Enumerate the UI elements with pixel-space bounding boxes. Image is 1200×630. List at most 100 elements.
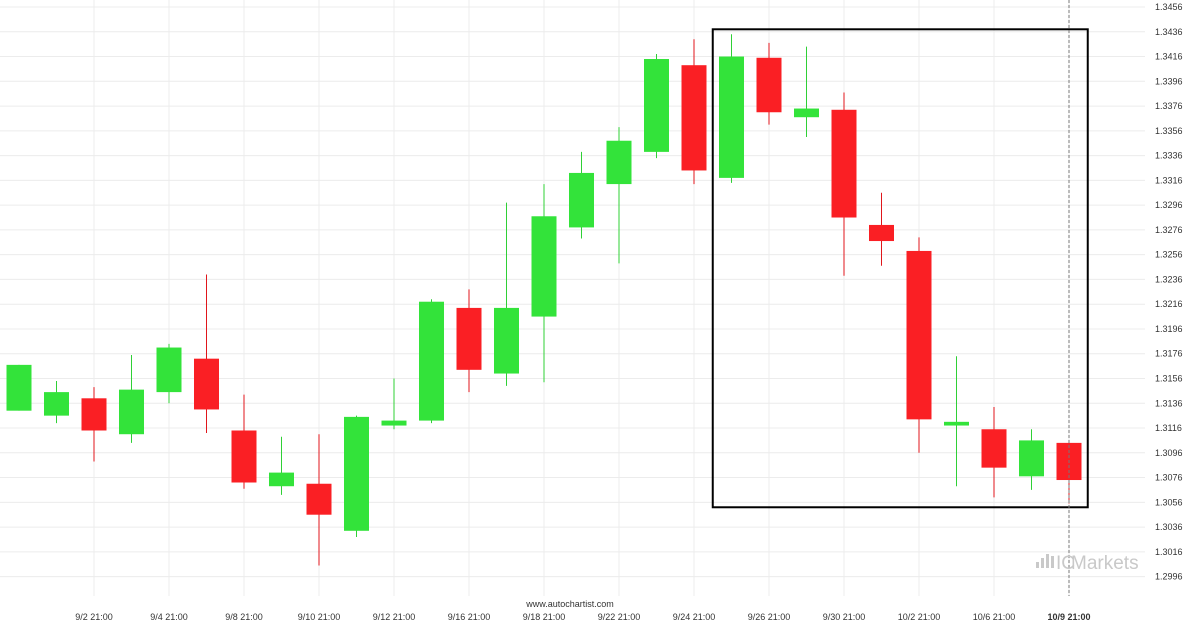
x-tick-label: 9/8 21:00 bbox=[225, 612, 263, 622]
candle-body bbox=[531, 216, 557, 317]
candle-body bbox=[1019, 440, 1044, 477]
candle-bearish bbox=[831, 92, 857, 276]
annotations bbox=[711, 0, 1089, 596]
candle-bullish bbox=[344, 415, 369, 537]
candle-body bbox=[869, 224, 894, 242]
x-tick-label: 9/22 21:00 bbox=[598, 612, 641, 622]
x-tick-label: 9/26 21:00 bbox=[748, 612, 791, 622]
pattern-box bbox=[711, 28, 1089, 509]
x-tick-label: 9/4 21:00 bbox=[150, 612, 188, 622]
y-tick-label: 1.3336 bbox=[1155, 151, 1183, 161]
candle-body bbox=[231, 430, 257, 483]
y-tick-label: 1.3236 bbox=[1155, 274, 1183, 284]
candle-body bbox=[194, 358, 219, 410]
y-tick-label: 1.2996 bbox=[1155, 572, 1183, 582]
y-tick-label: 1.3036 bbox=[1155, 522, 1183, 532]
x-tick-label: 9/24 21:00 bbox=[673, 612, 716, 622]
candle-bullish bbox=[719, 34, 744, 183]
candle-bullish bbox=[1019, 429, 1044, 490]
candle-body bbox=[344, 416, 369, 531]
candle-bullish bbox=[156, 343, 182, 404]
y-tick-label: 1.3376 bbox=[1155, 101, 1183, 111]
candle-bearish bbox=[306, 434, 332, 566]
candle-body bbox=[644, 59, 669, 152]
candle-body bbox=[981, 429, 1007, 468]
candle-bullish bbox=[269, 436, 294, 495]
y-tick-label: 1.3256 bbox=[1155, 250, 1183, 260]
y-tick-label: 1.3116 bbox=[1155, 423, 1182, 433]
candle-bearish bbox=[869, 192, 894, 266]
y-tick-label: 1.3056 bbox=[1155, 497, 1183, 507]
y-tick-label: 1.3156 bbox=[1155, 373, 1183, 383]
candle-bullish bbox=[944, 356, 969, 487]
candle-body bbox=[944, 421, 969, 426]
candle-bearish bbox=[194, 274, 219, 433]
y-tick-label: 1.3096 bbox=[1155, 448, 1183, 458]
x-tick-label: 9/16 21:00 bbox=[448, 612, 491, 622]
candle-bullish bbox=[119, 354, 144, 443]
candle-body bbox=[456, 307, 482, 370]
x-tick-label: 10/2 21:00 bbox=[898, 612, 941, 622]
y-axis: 1.3456 1.3436 1.3416 1.3396 1.3376 1.3356 1.33… bbox=[1155, 2, 1183, 582]
candles bbox=[6, 34, 1082, 566]
candle-body bbox=[906, 250, 932, 420]
candle-bullish bbox=[6, 364, 32, 411]
candle-bullish bbox=[644, 54, 669, 159]
candle-body bbox=[569, 172, 594, 228]
candle-bearish bbox=[906, 237, 932, 453]
x-tick-label: 9/2 21:00 bbox=[75, 612, 113, 622]
candle-body bbox=[156, 347, 182, 393]
candle-body bbox=[719, 56, 744, 178]
candle-body bbox=[606, 140, 632, 185]
candle-bullish bbox=[569, 151, 594, 239]
candle-bearish bbox=[231, 394, 257, 489]
candle-body bbox=[494, 307, 519, 374]
candle-body bbox=[44, 392, 69, 416]
y-tick-label: 1.3296 bbox=[1155, 200, 1183, 210]
candle-body bbox=[681, 65, 707, 171]
candle-bearish bbox=[81, 387, 107, 462]
candle-body bbox=[306, 483, 332, 515]
candle-bullish bbox=[531, 184, 557, 383]
watermark-markets: Markets bbox=[1071, 553, 1139, 574]
y-tick-label: 1.3016 bbox=[1155, 547, 1183, 557]
watermark-logo: IC Markets bbox=[1036, 553, 1139, 574]
y-tick-label: 1.3356 bbox=[1155, 126, 1183, 136]
x-tick-label: 9/10 21:00 bbox=[298, 612, 341, 622]
candle-bullish bbox=[794, 46, 819, 138]
y-tick-label: 1.3316 bbox=[1155, 175, 1183, 185]
candle-body bbox=[119, 389, 144, 435]
x-axis: 9/2 21:00 9/4 21:00 9/8 21:00 9/10 21:00 9/1… bbox=[75, 612, 1090, 622]
x-tick-label: 9/12 21:00 bbox=[373, 612, 416, 622]
y-tick-label: 1.3276 bbox=[1155, 225, 1183, 235]
bars-icon bbox=[1036, 554, 1054, 568]
candle-bullish bbox=[419, 299, 444, 424]
y-tick-label: 1.3216 bbox=[1155, 299, 1183, 309]
candle-body bbox=[81, 398, 107, 431]
y-tick-label: 1.3436 bbox=[1155, 27, 1183, 37]
y-tick-label: 1.3076 bbox=[1155, 473, 1183, 483]
candle-bearish bbox=[981, 406, 1007, 498]
candle-body bbox=[794, 108, 819, 118]
candle-bearish bbox=[456, 289, 482, 393]
y-tick-label: 1.3416 bbox=[1155, 52, 1183, 62]
candle-bullish bbox=[606, 127, 632, 264]
candle-bullish bbox=[381, 378, 407, 430]
candle-bearish bbox=[681, 39, 707, 185]
candle-bullish bbox=[494, 202, 519, 386]
y-tick-label: 1.3176 bbox=[1155, 349, 1183, 359]
candle-body bbox=[419, 301, 444, 421]
source-label: www.autochartist.com bbox=[525, 599, 614, 609]
watermark-ic: IC bbox=[1056, 553, 1075, 574]
y-tick-label: 1.3456 bbox=[1155, 2, 1183, 12]
y-tick-label: 1.3396 bbox=[1155, 76, 1183, 86]
x-tick-label: 10/9 21:00 bbox=[1047, 612, 1090, 622]
candle-bearish bbox=[756, 42, 782, 125]
x-tick-label: 9/18 21:00 bbox=[523, 612, 566, 622]
y-tick-label: 1.3196 bbox=[1155, 324, 1183, 334]
candle-bullish bbox=[44, 380, 69, 424]
candle-body bbox=[756, 57, 782, 113]
y-tick-label: 1.3136 bbox=[1155, 398, 1183, 408]
